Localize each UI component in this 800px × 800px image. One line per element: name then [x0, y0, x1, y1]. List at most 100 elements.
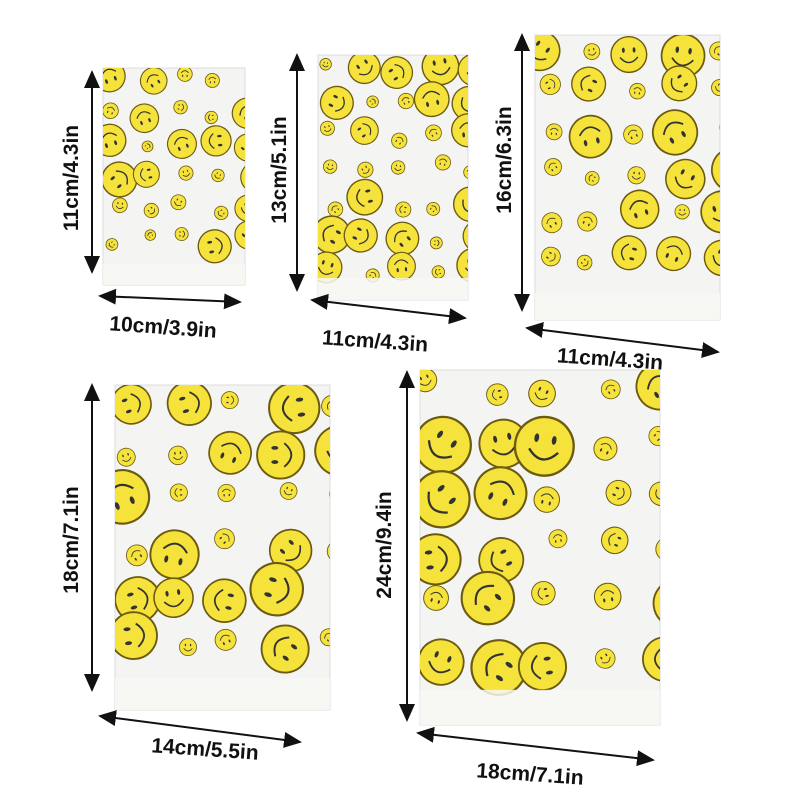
smiley-face-icon [177, 68, 193, 82]
smiley-face-icon [600, 526, 629, 555]
smiley-face-icon [144, 229, 157, 241]
smiley-face-icon [326, 540, 330, 563]
smiley-face-icon [660, 35, 706, 79]
smiley-face-icon [426, 201, 441, 216]
smiley-face-icon [343, 218, 378, 253]
smiley-face-icon [535, 35, 561, 72]
smiley-face-icon [576, 254, 593, 271]
smiley-face-icon [268, 385, 321, 435]
smiley-face-icon [531, 580, 556, 606]
smiley-face-icon [533, 486, 560, 513]
smiley-face-icon [462, 219, 468, 253]
smiley-face-icon [420, 470, 471, 529]
smiley-face-icon [395, 201, 412, 218]
smiley-face-icon [544, 158, 562, 176]
smiley-face-icon [366, 95, 379, 108]
smiley-face-icon [217, 483, 236, 503]
smiley-face-icon [661, 65, 698, 102]
smiley-face-icon [541, 246, 561, 267]
smiley-face-icon [214, 628, 237, 651]
smiley-face-icon [611, 235, 647, 271]
width-arrow [525, 322, 720, 358]
smiley-face-icon [700, 190, 720, 234]
smiley-face-icon [648, 425, 660, 447]
smiley-face-icon [116, 447, 136, 467]
smiley-face-icon [568, 114, 613, 159]
smiley-face-icon [327, 201, 344, 218]
smiley-face-icon [103, 123, 127, 158]
bag-3 [534, 34, 721, 321]
smiley-face-icon [451, 113, 468, 148]
smiley-face-icon [204, 110, 218, 125]
bag-1 [102, 67, 246, 286]
smiley-face-icon [170, 194, 187, 211]
smiley-face-icon [220, 391, 239, 410]
smiley-face-icon [115, 469, 151, 525]
width-arrow [98, 710, 302, 748]
smiley-face-icon [452, 186, 468, 223]
smiley-face-icon [423, 585, 449, 611]
smiley-face-icon [605, 479, 632, 506]
smiley-face-icon [429, 236, 443, 250]
smiley-face-icon [709, 41, 720, 61]
smiley-face-icon [397, 92, 415, 110]
smiley-face-icon [178, 165, 194, 181]
smiley-face-icon [420, 533, 462, 586]
smiley-face-icon [208, 430, 252, 475]
smiley-face-icon [169, 483, 188, 502]
bag-2 [317, 54, 469, 301]
smiley-face-icon [635, 370, 660, 411]
smiley-face-icon [319, 120, 335, 136]
smiley-face-icon [387, 251, 416, 281]
smiley-face-icon [652, 578, 660, 629]
smiley-face-icon [655, 536, 660, 562]
smiley-face-icon [674, 204, 690, 220]
smiley-face-icon [179, 638, 197, 657]
smiley-face-icon [380, 56, 414, 89]
smiley-face-icon [456, 247, 468, 283]
smiley-face-icon [166, 128, 197, 159]
smiley-face-icon [166, 385, 212, 426]
smiley-face-icon [234, 194, 245, 222]
smiley-face-icon [711, 79, 720, 97]
smiley-face-icon [233, 133, 245, 162]
smiley-face-icon [211, 168, 225, 183]
smiley-face-icon [539, 73, 561, 95]
smiley-face-icon [173, 100, 188, 115]
smiley-face-icon [103, 102, 119, 119]
smiley-face-icon [346, 178, 384, 216]
smiley-face-icon [577, 211, 598, 232]
smiley-face-icon [420, 370, 438, 393]
smiley-face-icon [132, 160, 160, 188]
smiley-face-icon [357, 161, 374, 178]
smiley-face-icon [333, 590, 355, 612]
smiley-face-icon [548, 529, 568, 549]
smiley-face-icon [390, 160, 406, 175]
bag-4-height-label: 18cm/7.1in [60, 486, 83, 594]
smiley-face-icon [202, 578, 247, 623]
smiley-face-icon [204, 72, 220, 88]
smiley-face-icon [279, 482, 298, 500]
smiley-face-icon [460, 570, 516, 626]
smiley-face-icon [420, 415, 472, 475]
bag-1-height-label: 11cm/4.3in [60, 124, 83, 232]
smiley-face-icon [665, 158, 706, 200]
bag-3-height-label: 16cm/6.3in [493, 106, 516, 214]
smiley-face-icon [214, 205, 229, 221]
smiley-face-icon [197, 229, 232, 264]
smiley-face-icon [545, 123, 563, 141]
smiley-face-icon [321, 394, 330, 418]
smiley-face-icon [541, 212, 563, 234]
smiley-face-icon [168, 445, 188, 466]
smiley-face-icon [391, 132, 408, 149]
bag-2-height-label: 13cm/5.1in [268, 116, 291, 224]
smiley-face-icon [347, 55, 381, 85]
smiley-face-icon [619, 189, 660, 230]
smiley-face-icon [457, 55, 468, 87]
smiley-face-icon [513, 415, 575, 477]
smiley-face-icon [350, 116, 379, 145]
smiley-face-icon [434, 154, 451, 171]
smiley-face-icon [413, 81, 450, 118]
smiley-face-icon [425, 124, 442, 142]
